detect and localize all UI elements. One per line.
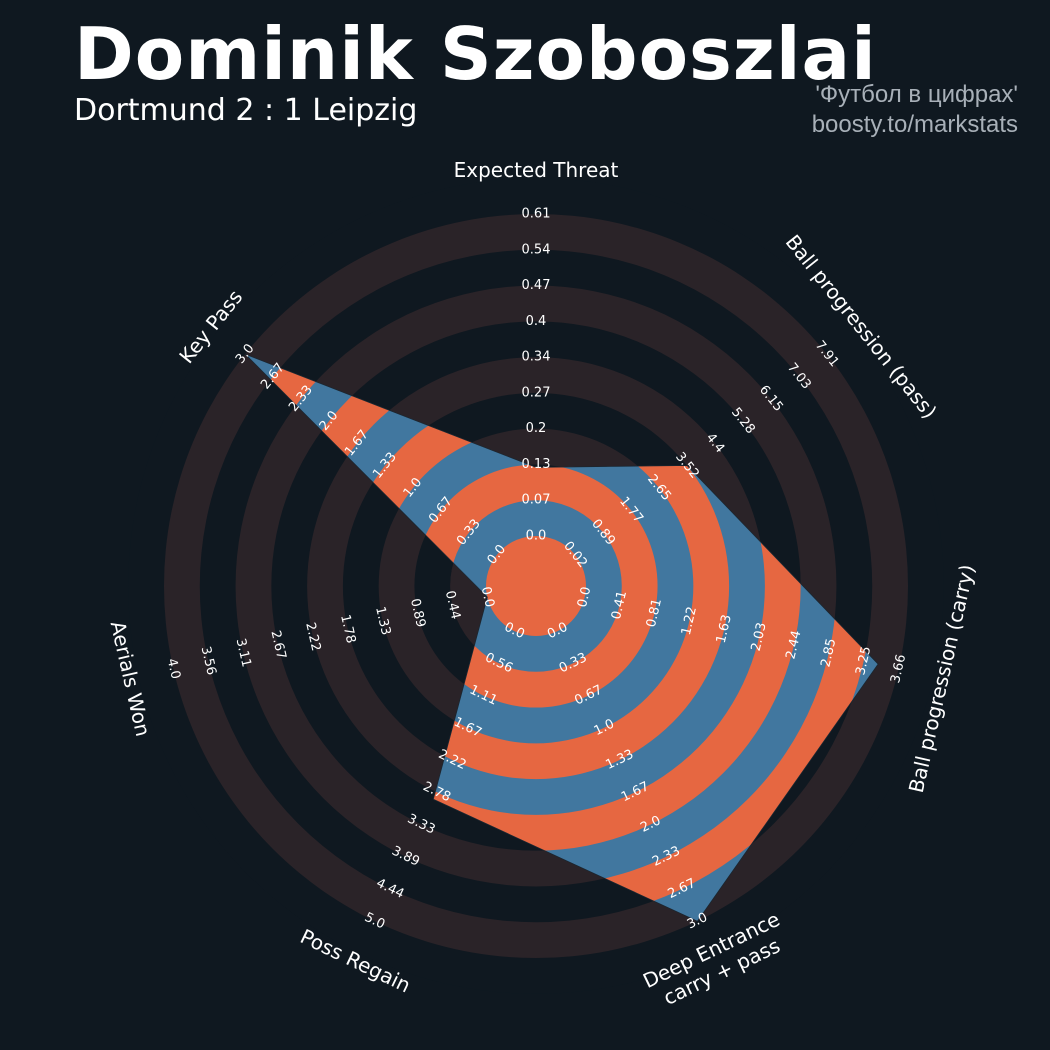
tick-label-p2-t5: 2.03 xyxy=(749,621,770,653)
tick-label-p5-t3: 1.33 xyxy=(372,605,393,637)
tick-label-p5-t4: 1.78 xyxy=(337,613,358,645)
credit-block: 'Футбол в цифрах' boosty.to/markstats xyxy=(812,80,1018,140)
credit-line-2: boosty.to/markstats xyxy=(811,111,1018,138)
param-label-line-0-0: Expected Threat xyxy=(454,158,619,182)
radar-stripe-center xyxy=(486,536,586,636)
tick-label-p2-t7: 2.85 xyxy=(818,637,839,669)
tick-label-p2-t3: 1.22 xyxy=(679,605,700,637)
tick-label-p2-t0: 0.0 xyxy=(575,585,594,609)
tick-label-p5-t1: 0.44 xyxy=(442,589,463,621)
tick-label-p0-t0: 0.0 xyxy=(526,529,547,544)
tick-label-p0-t9: 0.61 xyxy=(522,207,551,222)
tick-label-p2-t6: 2.44 xyxy=(783,629,804,661)
tick-label-p5-t9: 4.0 xyxy=(164,657,183,681)
tick-label-p2-t9: 3.66 xyxy=(888,653,909,685)
tick-label-p2-t1: 0.41 xyxy=(609,589,630,621)
param-label-0: Expected Threat xyxy=(454,158,619,182)
match-subtitle: Dortmund 2 : 1 Leipzig xyxy=(74,93,418,128)
tick-label-p5-t6: 2.67 xyxy=(267,629,288,661)
tick-label-p0-t7: 0.47 xyxy=(522,278,551,293)
tick-label-p0-t8: 0.54 xyxy=(522,242,551,257)
tick-label-p0-t2: 0.13 xyxy=(522,457,551,472)
tick-label-p0-t3: 0.2 xyxy=(526,421,547,436)
tick-label-p0-t1: 0.07 xyxy=(522,493,551,508)
tick-label-p5-t0: 0.0 xyxy=(478,585,497,609)
tick-label-p5-t8: 3.56 xyxy=(198,645,219,677)
tick-label-p0-t5: 0.34 xyxy=(522,350,551,365)
tick-label-p0-t6: 0.4 xyxy=(526,314,547,329)
tick-label-p5-t2: 0.89 xyxy=(407,597,428,629)
tick-label-p5-t7: 3.11 xyxy=(233,637,254,669)
tick-label-p2-t8: 3.25 xyxy=(853,645,874,677)
credit-line-1: 'Футбол в цифрах' xyxy=(815,81,1018,108)
player-name-title: Dominik Szoboszlai xyxy=(74,12,877,96)
tick-label-p2-t2: 0.81 xyxy=(644,597,665,629)
tick-label-p0-t4: 0.27 xyxy=(522,385,551,400)
tick-label-p2-t4: 1.63 xyxy=(714,613,735,645)
tick-label-p5-t5: 2.22 xyxy=(302,621,323,653)
radar-outline xyxy=(244,353,879,922)
